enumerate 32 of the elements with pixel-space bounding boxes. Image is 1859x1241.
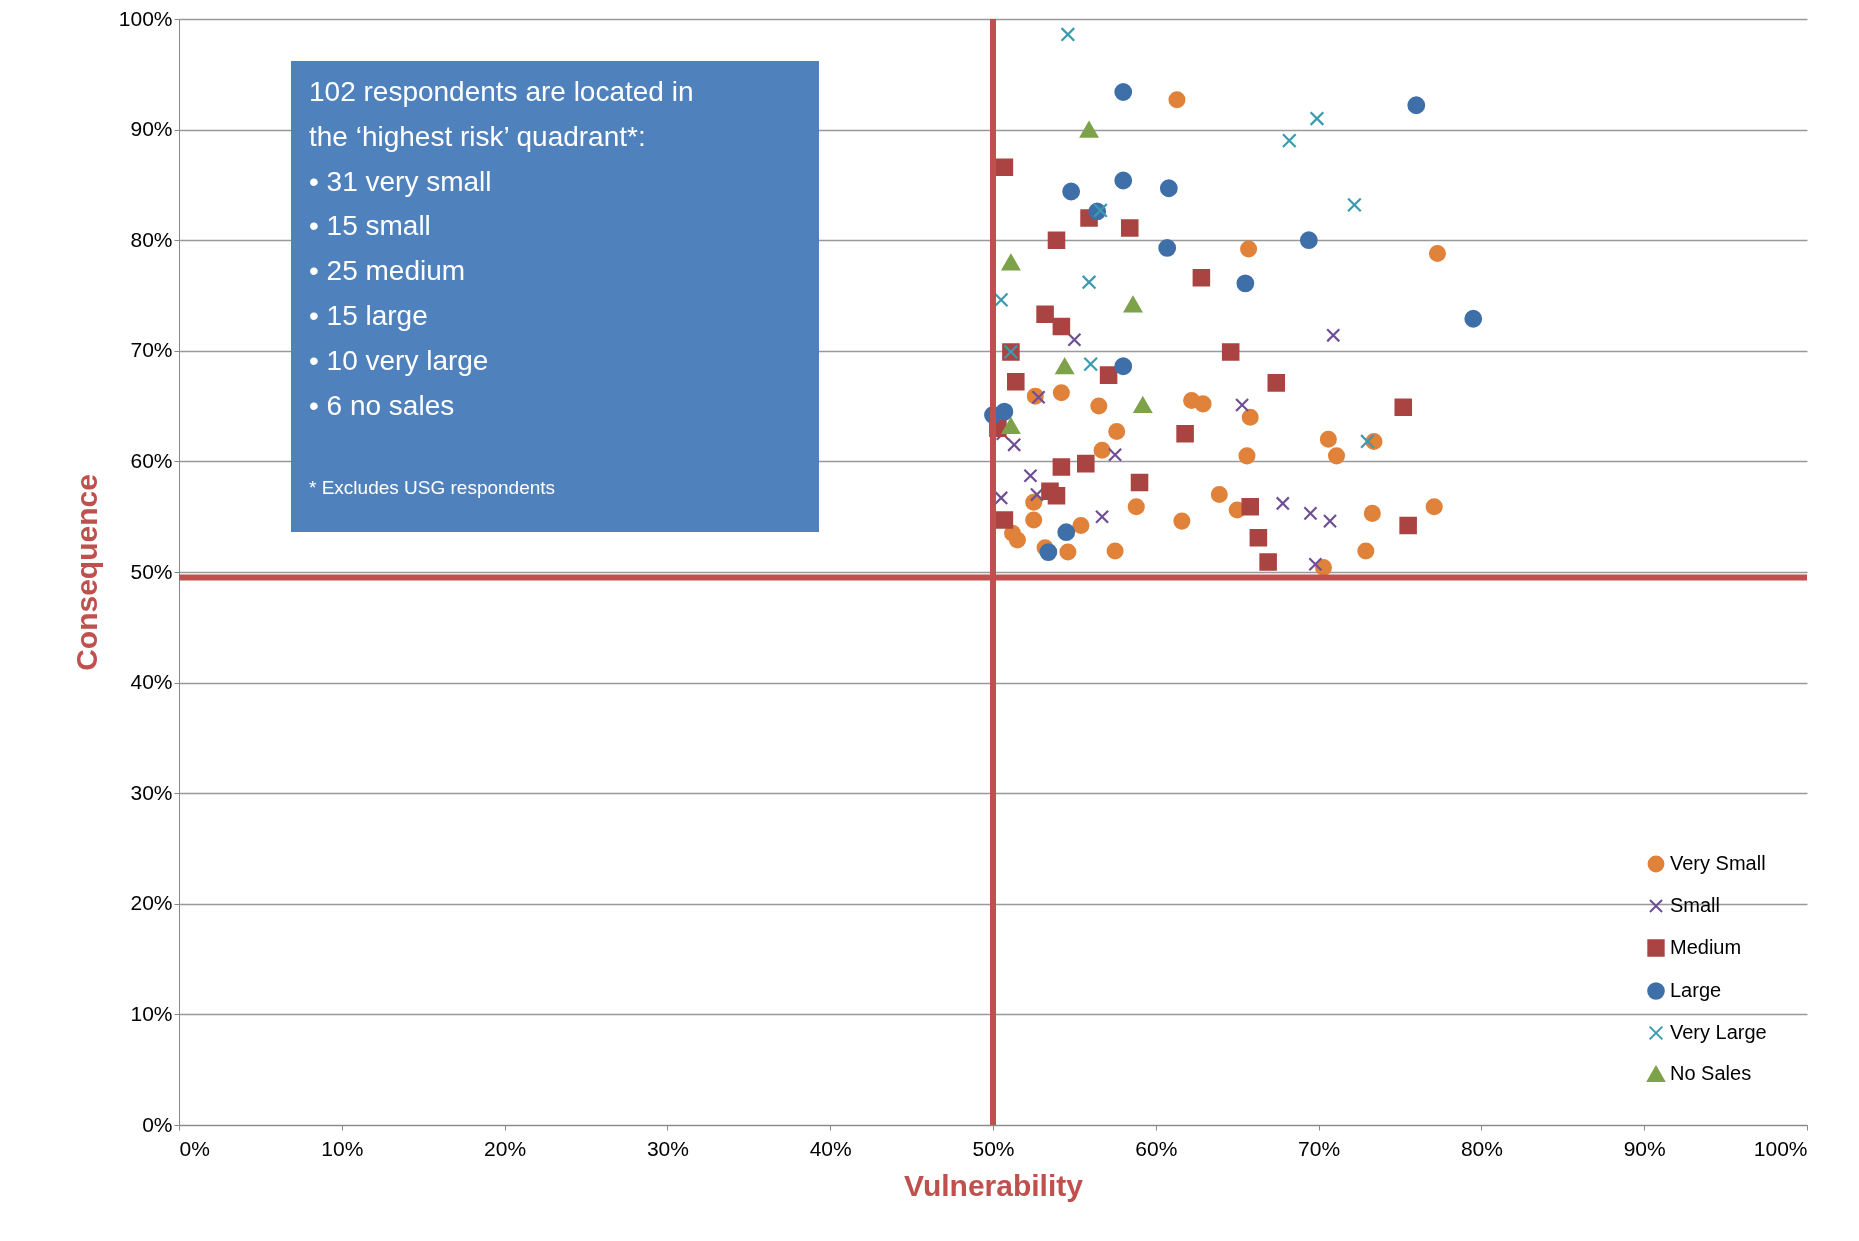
x-tick-label: 60% — [1135, 1136, 1178, 1160]
x-tick-label: 100% — [1753, 1136, 1808, 1160]
x-tick-label: 80% — [1460, 1136, 1503, 1160]
y-tick-label: 30% — [130, 780, 173, 804]
x-tick-label: 40% — [809, 1136, 852, 1160]
x-tick-label: 20% — [484, 1136, 527, 1160]
y-tick-label: 10% — [130, 1001, 173, 1025]
legend-label: Large — [1670, 979, 1722, 1001]
annotation: 102 respondents are located in the ‘highest risk’ quadrant*: • 31 very small • 15 small • 25 medium • 15 large • 10 very large • 6 no sales — [309, 76, 694, 421]
legend-label: Medium — [1670, 936, 1742, 958]
y-axis-title: Consequence — [69, 474, 103, 671]
x-tick-label: 10% — [321, 1136, 364, 1160]
legend-label: Small — [1670, 894, 1721, 916]
y-tick-label: 60% — [130, 448, 173, 472]
x-tick-label: 50% — [972, 1136, 1015, 1160]
y-tick-label: 50% — [130, 559, 173, 583]
x-tick-label: 70% — [1298, 1136, 1341, 1160]
annotation: * Excludes USG respondents — [309, 477, 556, 498]
x-tick-label: 30% — [646, 1136, 689, 1160]
x-tick-label: 0% — [179, 1136, 210, 1160]
y-tick-label: 70% — [130, 338, 173, 362]
legend-label: Very Large — [1670, 1021, 1767, 1043]
y-tick-label: 90% — [130, 117, 173, 141]
x-tick-label: 90% — [1623, 1136, 1666, 1160]
y-tick-label: 100% — [118, 6, 173, 30]
y-tick-label: 80% — [130, 227, 173, 251]
legend-label: Very Small — [1670, 852, 1766, 874]
y-tick-label: 20% — [130, 891, 173, 915]
x-axis-title: Vulnerability — [904, 1168, 1084, 1202]
y-tick-label: 40% — [130, 670, 173, 694]
legend-label: No Sales — [1670, 1062, 1752, 1084]
y-tick-label: 0% — [142, 1112, 173, 1136]
